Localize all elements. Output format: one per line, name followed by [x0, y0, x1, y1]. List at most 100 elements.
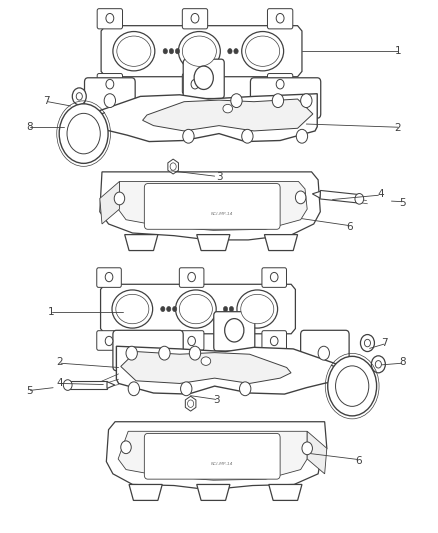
Circle shape [105, 272, 113, 282]
Ellipse shape [223, 104, 233, 113]
FancyBboxPatch shape [262, 268, 286, 287]
Circle shape [67, 114, 100, 154]
Circle shape [61, 119, 75, 136]
Ellipse shape [179, 294, 212, 324]
Polygon shape [168, 159, 178, 174]
FancyBboxPatch shape [145, 183, 280, 229]
Circle shape [105, 336, 113, 345]
Circle shape [276, 79, 284, 89]
Text: 6: 6 [355, 456, 362, 465]
FancyBboxPatch shape [182, 74, 208, 94]
FancyBboxPatch shape [268, 74, 293, 94]
FancyBboxPatch shape [268, 9, 293, 29]
Polygon shape [107, 382, 115, 389]
Polygon shape [129, 484, 162, 500]
FancyBboxPatch shape [179, 268, 204, 287]
Text: 8: 8 [399, 357, 406, 367]
Circle shape [295, 191, 306, 204]
Circle shape [106, 79, 114, 89]
Ellipse shape [241, 294, 274, 324]
Ellipse shape [182, 36, 216, 66]
Circle shape [188, 272, 195, 282]
Ellipse shape [117, 36, 151, 66]
Ellipse shape [112, 290, 153, 328]
Circle shape [270, 336, 278, 345]
Polygon shape [197, 235, 230, 251]
Circle shape [296, 130, 307, 143]
FancyBboxPatch shape [97, 330, 121, 350]
Ellipse shape [176, 290, 216, 328]
Polygon shape [117, 346, 343, 394]
Circle shape [371, 356, 385, 373]
FancyBboxPatch shape [214, 312, 255, 351]
Circle shape [355, 193, 364, 204]
Circle shape [72, 88, 86, 105]
Circle shape [161, 306, 165, 312]
Circle shape [194, 66, 213, 90]
Circle shape [173, 306, 177, 312]
Polygon shape [307, 431, 327, 474]
FancyBboxPatch shape [97, 268, 121, 287]
Ellipse shape [201, 357, 211, 366]
FancyBboxPatch shape [251, 78, 321, 118]
Circle shape [159, 346, 170, 360]
Circle shape [191, 79, 199, 89]
Circle shape [163, 49, 167, 54]
Polygon shape [100, 181, 120, 224]
FancyBboxPatch shape [97, 9, 123, 29]
Polygon shape [118, 431, 307, 480]
Circle shape [128, 382, 140, 395]
Polygon shape [143, 99, 313, 131]
Ellipse shape [116, 294, 149, 324]
Circle shape [300, 94, 312, 108]
FancyBboxPatch shape [183, 59, 224, 99]
Text: 2: 2 [57, 357, 63, 367]
Text: 2: 2 [395, 123, 401, 133]
Circle shape [228, 49, 232, 54]
Circle shape [166, 306, 171, 312]
FancyBboxPatch shape [262, 330, 286, 350]
Circle shape [230, 306, 233, 312]
Text: 4: 4 [57, 378, 63, 389]
Circle shape [272, 94, 284, 108]
Circle shape [76, 93, 82, 100]
Circle shape [64, 379, 72, 390]
Circle shape [65, 124, 71, 131]
Circle shape [189, 346, 201, 360]
FancyBboxPatch shape [300, 330, 349, 370]
Circle shape [276, 13, 284, 23]
Polygon shape [90, 94, 317, 142]
FancyBboxPatch shape [85, 78, 135, 118]
Polygon shape [106, 422, 327, 490]
Ellipse shape [237, 290, 278, 328]
Polygon shape [185, 396, 196, 411]
Circle shape [302, 442, 312, 455]
Circle shape [188, 336, 195, 345]
Text: 3: 3 [215, 172, 223, 182]
Circle shape [360, 335, 374, 352]
Circle shape [180, 382, 192, 395]
Circle shape [187, 400, 194, 407]
Circle shape [175, 49, 180, 54]
Polygon shape [100, 172, 320, 240]
Ellipse shape [242, 31, 284, 71]
Circle shape [234, 49, 238, 54]
Circle shape [191, 13, 199, 23]
FancyBboxPatch shape [182, 9, 208, 29]
Polygon shape [121, 352, 291, 383]
Polygon shape [101, 26, 302, 77]
Text: NCI-MP-14: NCI-MP-14 [211, 213, 233, 216]
Text: 8: 8 [26, 122, 32, 132]
Circle shape [121, 441, 131, 454]
Ellipse shape [178, 31, 220, 71]
Circle shape [231, 94, 242, 108]
Text: 1: 1 [48, 306, 54, 317]
Circle shape [364, 340, 371, 347]
Text: 5: 5 [26, 386, 32, 397]
Polygon shape [101, 284, 295, 334]
Circle shape [183, 130, 194, 143]
Circle shape [223, 306, 228, 312]
Text: 3: 3 [213, 395, 220, 406]
Polygon shape [68, 381, 107, 389]
Text: 7: 7 [381, 338, 388, 348]
